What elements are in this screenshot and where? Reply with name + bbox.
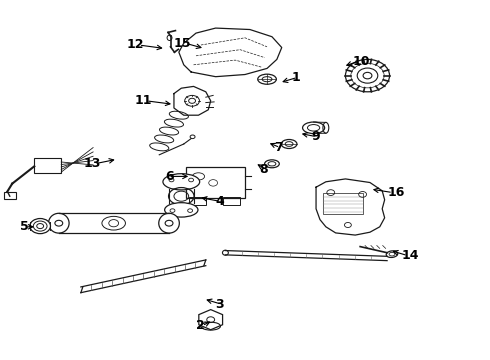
Ellipse shape [33,221,47,231]
Bar [323,193,363,214]
Text: 4: 4 [216,195,224,208]
Text: 12: 12 [127,39,145,51]
Text: 11: 11 [134,94,152,107]
Ellipse shape [258,74,276,84]
Bar [223,197,240,205]
Text: 6: 6 [165,170,174,183]
Text: 15: 15 [173,37,191,50]
Text: 3: 3 [216,298,224,311]
Bar [34,158,61,173]
Bar [186,167,245,198]
Text: 13: 13 [83,157,100,170]
Text: 2: 2 [196,319,205,332]
Ellipse shape [49,213,69,233]
Text: 5: 5 [20,220,28,233]
Text: 1: 1 [292,71,300,84]
Ellipse shape [30,219,50,234]
Ellipse shape [165,203,198,217]
Text: 10: 10 [353,55,370,68]
Bar [4,192,16,199]
Ellipse shape [102,216,125,230]
Ellipse shape [163,174,200,190]
Bar [189,197,206,205]
Ellipse shape [159,213,179,233]
Text: 9: 9 [311,130,320,143]
Text: 8: 8 [260,163,269,176]
Text: 14: 14 [402,249,419,262]
Text: 7: 7 [274,141,283,154]
Text: 16: 16 [387,186,404,199]
